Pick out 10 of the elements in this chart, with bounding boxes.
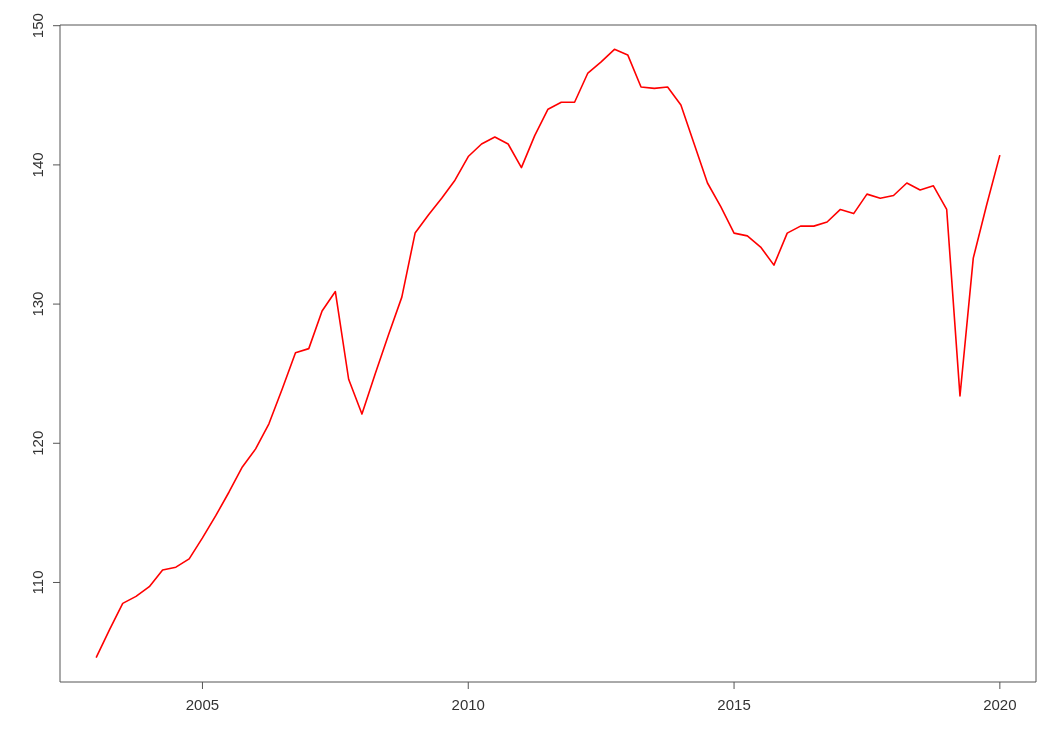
x-tick-label: 2010 bbox=[451, 695, 485, 713]
y-tick-label: 120 bbox=[29, 430, 46, 456]
y-tick-label: 140 bbox=[29, 152, 46, 178]
x-tick-label: 2015 bbox=[717, 695, 751, 713]
y-tick-label: 130 bbox=[29, 291, 46, 317]
line-series bbox=[95, 48, 1001, 659]
x-tick-label: 2005 bbox=[185, 695, 220, 713]
y-tick-label: 110 bbox=[29, 570, 46, 595]
y-tick-label: 150 bbox=[29, 13, 46, 39]
x-tick-label: 2020 bbox=[983, 695, 1017, 713]
